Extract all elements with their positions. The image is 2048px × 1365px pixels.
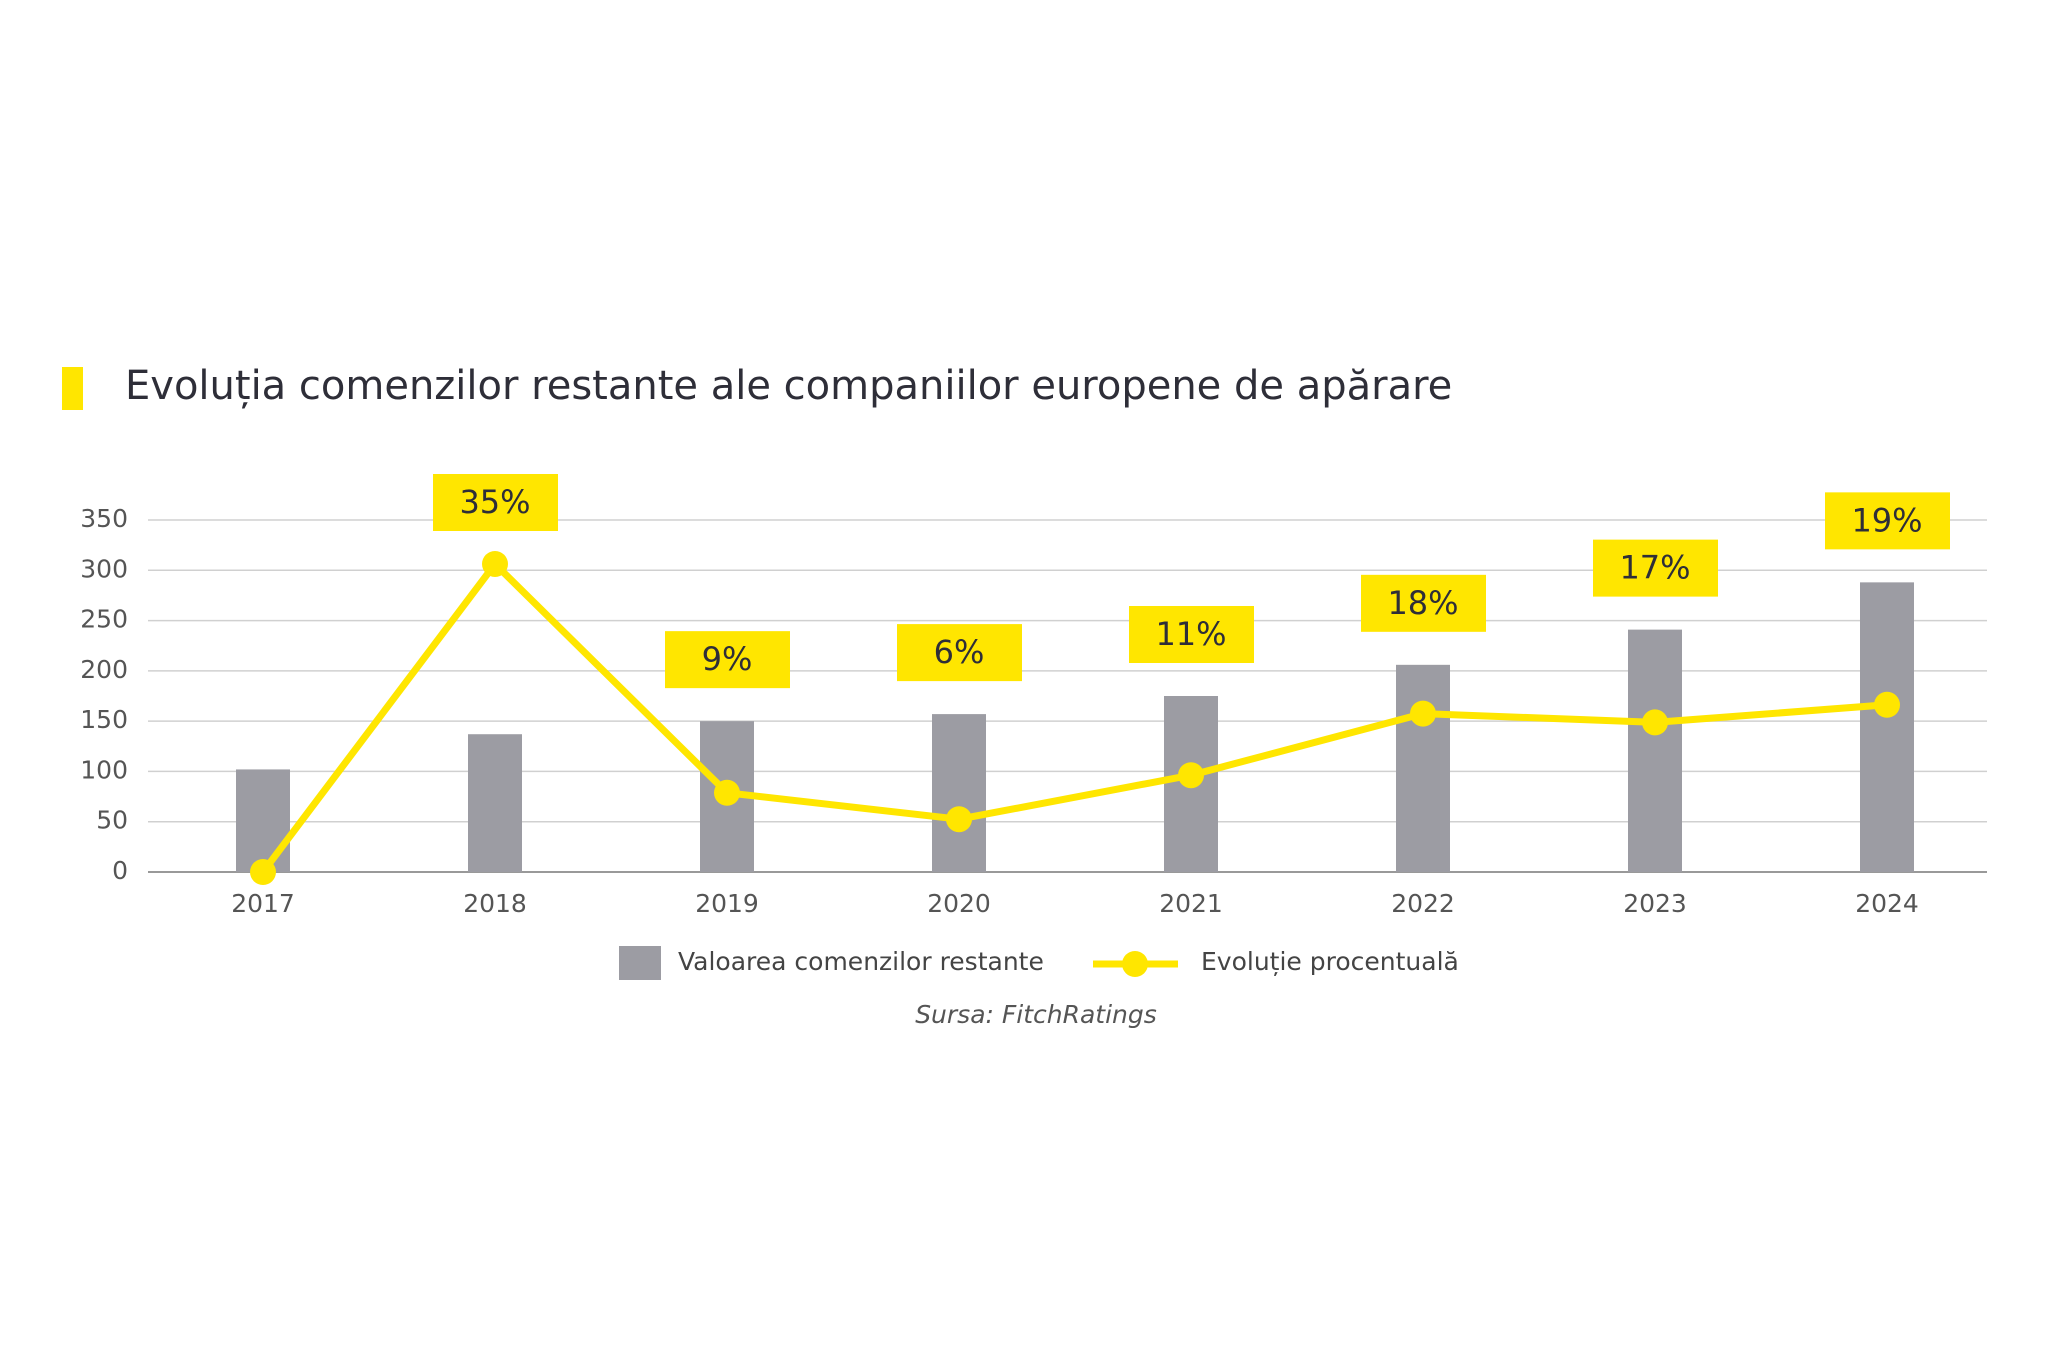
- value-label-box: [1825, 492, 1950, 550]
- line-point: [946, 806, 972, 833]
- value-label: 6%: [934, 633, 985, 671]
- x-tick-label: 2018: [463, 889, 527, 918]
- value-label: 18%: [1387, 584, 1458, 622]
- value-label-box: [1129, 606, 1254, 663]
- bar: [1396, 664, 1450, 872]
- bar: [1628, 629, 1682, 872]
- y-tick-label: 50: [96, 806, 128, 835]
- bar: [932, 714, 986, 872]
- line-point: [714, 779, 740, 806]
- x-tick-label: 2017: [231, 889, 295, 918]
- value-label: 9%: [702, 640, 753, 678]
- value-label: 11%: [1155, 615, 1226, 653]
- y-tick-label: 150: [80, 705, 128, 734]
- y-tick-label: 350: [80, 504, 128, 533]
- y-tick-label: 100: [80, 755, 128, 784]
- line-point: [1874, 691, 1900, 718]
- bar: [236, 769, 290, 872]
- line-point: [1642, 709, 1668, 736]
- y-tick-label: 250: [80, 605, 128, 634]
- line-point: [482, 551, 508, 577]
- legend-label: Valoarea comenzilor restante: [678, 947, 1044, 976]
- bar: [1860, 582, 1914, 872]
- x-tick-label: 2021: [1159, 889, 1223, 918]
- x-tick-label: 2023: [1623, 889, 1687, 918]
- bar: [468, 734, 522, 872]
- value-label: 17%: [1619, 549, 1690, 587]
- line-point: [1178, 762, 1204, 789]
- y-tick-label: 300: [80, 554, 128, 583]
- source: Sursa: FitchRatings: [915, 1000, 1157, 1029]
- y-tick-label: 200: [80, 655, 128, 684]
- legend-label: Evoluție procentuală: [1201, 947, 1459, 976]
- line: [260, 560, 1888, 875]
- value-label-box: [433, 474, 558, 531]
- value-label: 19%: [1851, 501, 1922, 539]
- x-tick-label: 2024: [1855, 889, 1919, 918]
- value-label-box: [1593, 539, 1718, 597]
- title-marker: [62, 367, 83, 410]
- line-point: [250, 859, 276, 885]
- line-point: [1410, 700, 1436, 727]
- value-label: 35%: [459, 483, 530, 521]
- y-tick-label: 0: [112, 856, 128, 885]
- value-label-box: [1361, 574, 1486, 632]
- x-tick-label: 2020: [927, 889, 991, 918]
- legend-marker: [1122, 951, 1148, 977]
- value-label-box: [897, 624, 1022, 682]
- chart-title: Evoluția comenzilor restante ale compani…: [125, 363, 1452, 409]
- x-tick-label: 2019: [695, 889, 759, 918]
- value-label-box: [665, 631, 790, 689]
- x-tick-label: 2022: [1391, 889, 1455, 918]
- legend-swatch: [619, 946, 661, 980]
